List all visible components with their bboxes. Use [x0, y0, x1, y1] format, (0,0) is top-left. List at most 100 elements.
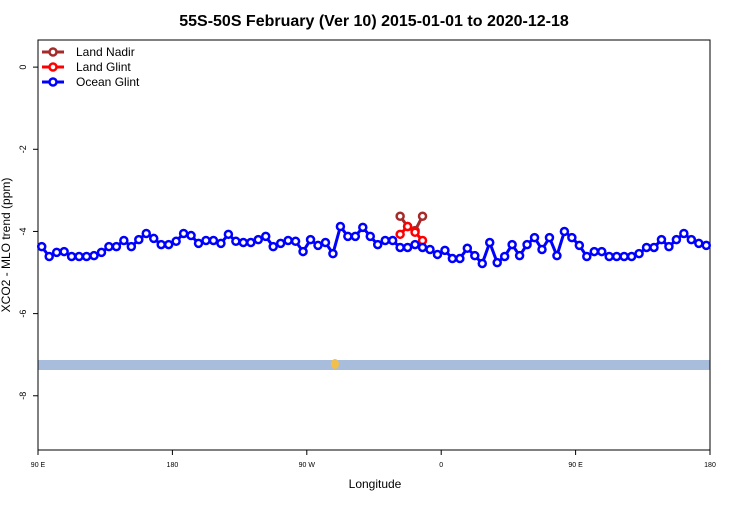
- point: [410, 227, 420, 238]
- point: [89, 250, 99, 261]
- point: [582, 251, 592, 262]
- point: [522, 239, 532, 250]
- point: [440, 245, 450, 256]
- point: [186, 230, 196, 241]
- point: [216, 238, 226, 249]
- point: [350, 231, 361, 242]
- point: [649, 242, 659, 253]
- y-tick-label: -6: [18, 310, 28, 318]
- point: [395, 229, 405, 240]
- point: [417, 242, 428, 253]
- point: [380, 235, 390, 246]
- point: [51, 247, 62, 258]
- point: [574, 240, 585, 251]
- point: [66, 251, 77, 262]
- point: [36, 241, 47, 252]
- point: [260, 231, 271, 242]
- point: [544, 232, 555, 243]
- point: [507, 239, 517, 250]
- point: [537, 244, 547, 255]
- point: [477, 258, 488, 269]
- legend-marker: [48, 47, 58, 57]
- point: [171, 236, 181, 247]
- legend-marker: [48, 77, 58, 87]
- point: [59, 246, 69, 257]
- point: [559, 226, 570, 237]
- x-tick-label: 180: [167, 462, 179, 469]
- point: [335, 221, 346, 232]
- point: [96, 247, 107, 258]
- point: [634, 248, 644, 259]
- point: [701, 240, 712, 251]
- point: [611, 251, 622, 262]
- point: [641, 242, 652, 253]
- point: [134, 234, 144, 245]
- point: [402, 242, 413, 253]
- point: [231, 236, 241, 247]
- point: [567, 232, 577, 243]
- land-strip-marker: [331, 359, 339, 369]
- point: [402, 221, 413, 232]
- point: [208, 235, 219, 246]
- point: [253, 234, 264, 245]
- point: [178, 228, 189, 239]
- point: [589, 246, 600, 257]
- point: [148, 233, 159, 244]
- point: [499, 251, 510, 262]
- legend-label: Land Nadir: [76, 45, 135, 59]
- point: [313, 240, 323, 251]
- x-tick-label: 90 W: [299, 462, 316, 469]
- point: [432, 249, 443, 260]
- y-tick-label: 0: [18, 65, 28, 70]
- point: [514, 250, 525, 261]
- point: [552, 250, 562, 261]
- y-tick-label: -8: [18, 392, 28, 400]
- point: [246, 237, 256, 248]
- legend-label: Ocean Glint: [76, 75, 140, 89]
- point: [529, 232, 540, 243]
- point: [395, 211, 405, 221]
- point: [694, 238, 704, 249]
- point: [223, 229, 234, 240]
- point: [604, 251, 614, 262]
- x-axis-label: Longitude: [349, 477, 402, 491]
- point: [126, 241, 137, 252]
- point: [193, 238, 204, 249]
- point: [141, 228, 152, 239]
- point: [596, 246, 607, 257]
- point: [305, 234, 316, 245]
- legend-marker: [48, 62, 58, 72]
- y-axis-label: XCO2 - MLO trend (ppm): [0, 178, 13, 313]
- point: [484, 237, 495, 248]
- point: [104, 241, 114, 252]
- y-tick-label: -4: [18, 227, 28, 235]
- x-tick-label: 180: [704, 462, 716, 469]
- point: [343, 231, 353, 242]
- point: [163, 239, 174, 250]
- point: [417, 211, 428, 221]
- point: [425, 244, 435, 255]
- point: [679, 228, 689, 239]
- point: [328, 248, 338, 259]
- point: [462, 243, 473, 254]
- point: [320, 237, 331, 248]
- point: [656, 234, 667, 245]
- chart-title: 55S-50S February (Ver 10) 2015-01-01 to …: [179, 13, 569, 30]
- point: [275, 238, 286, 249]
- y-tick-label: -2: [18, 145, 28, 153]
- x-tick-label: 90 E: [568, 462, 583, 469]
- surface-strip: [38, 360, 710, 370]
- point: [619, 251, 629, 262]
- point: [74, 251, 84, 262]
- point: [81, 251, 92, 262]
- legend-label: Land Glint: [76, 60, 131, 74]
- point: [290, 236, 301, 247]
- x-tick-label: 0: [439, 462, 443, 469]
- point: [470, 250, 480, 261]
- point: [201, 235, 211, 246]
- point: [119, 235, 129, 246]
- x-tick-label: 90 E: [31, 462, 46, 469]
- point: [365, 231, 376, 242]
- point: [111, 241, 122, 252]
- point: [664, 241, 674, 252]
